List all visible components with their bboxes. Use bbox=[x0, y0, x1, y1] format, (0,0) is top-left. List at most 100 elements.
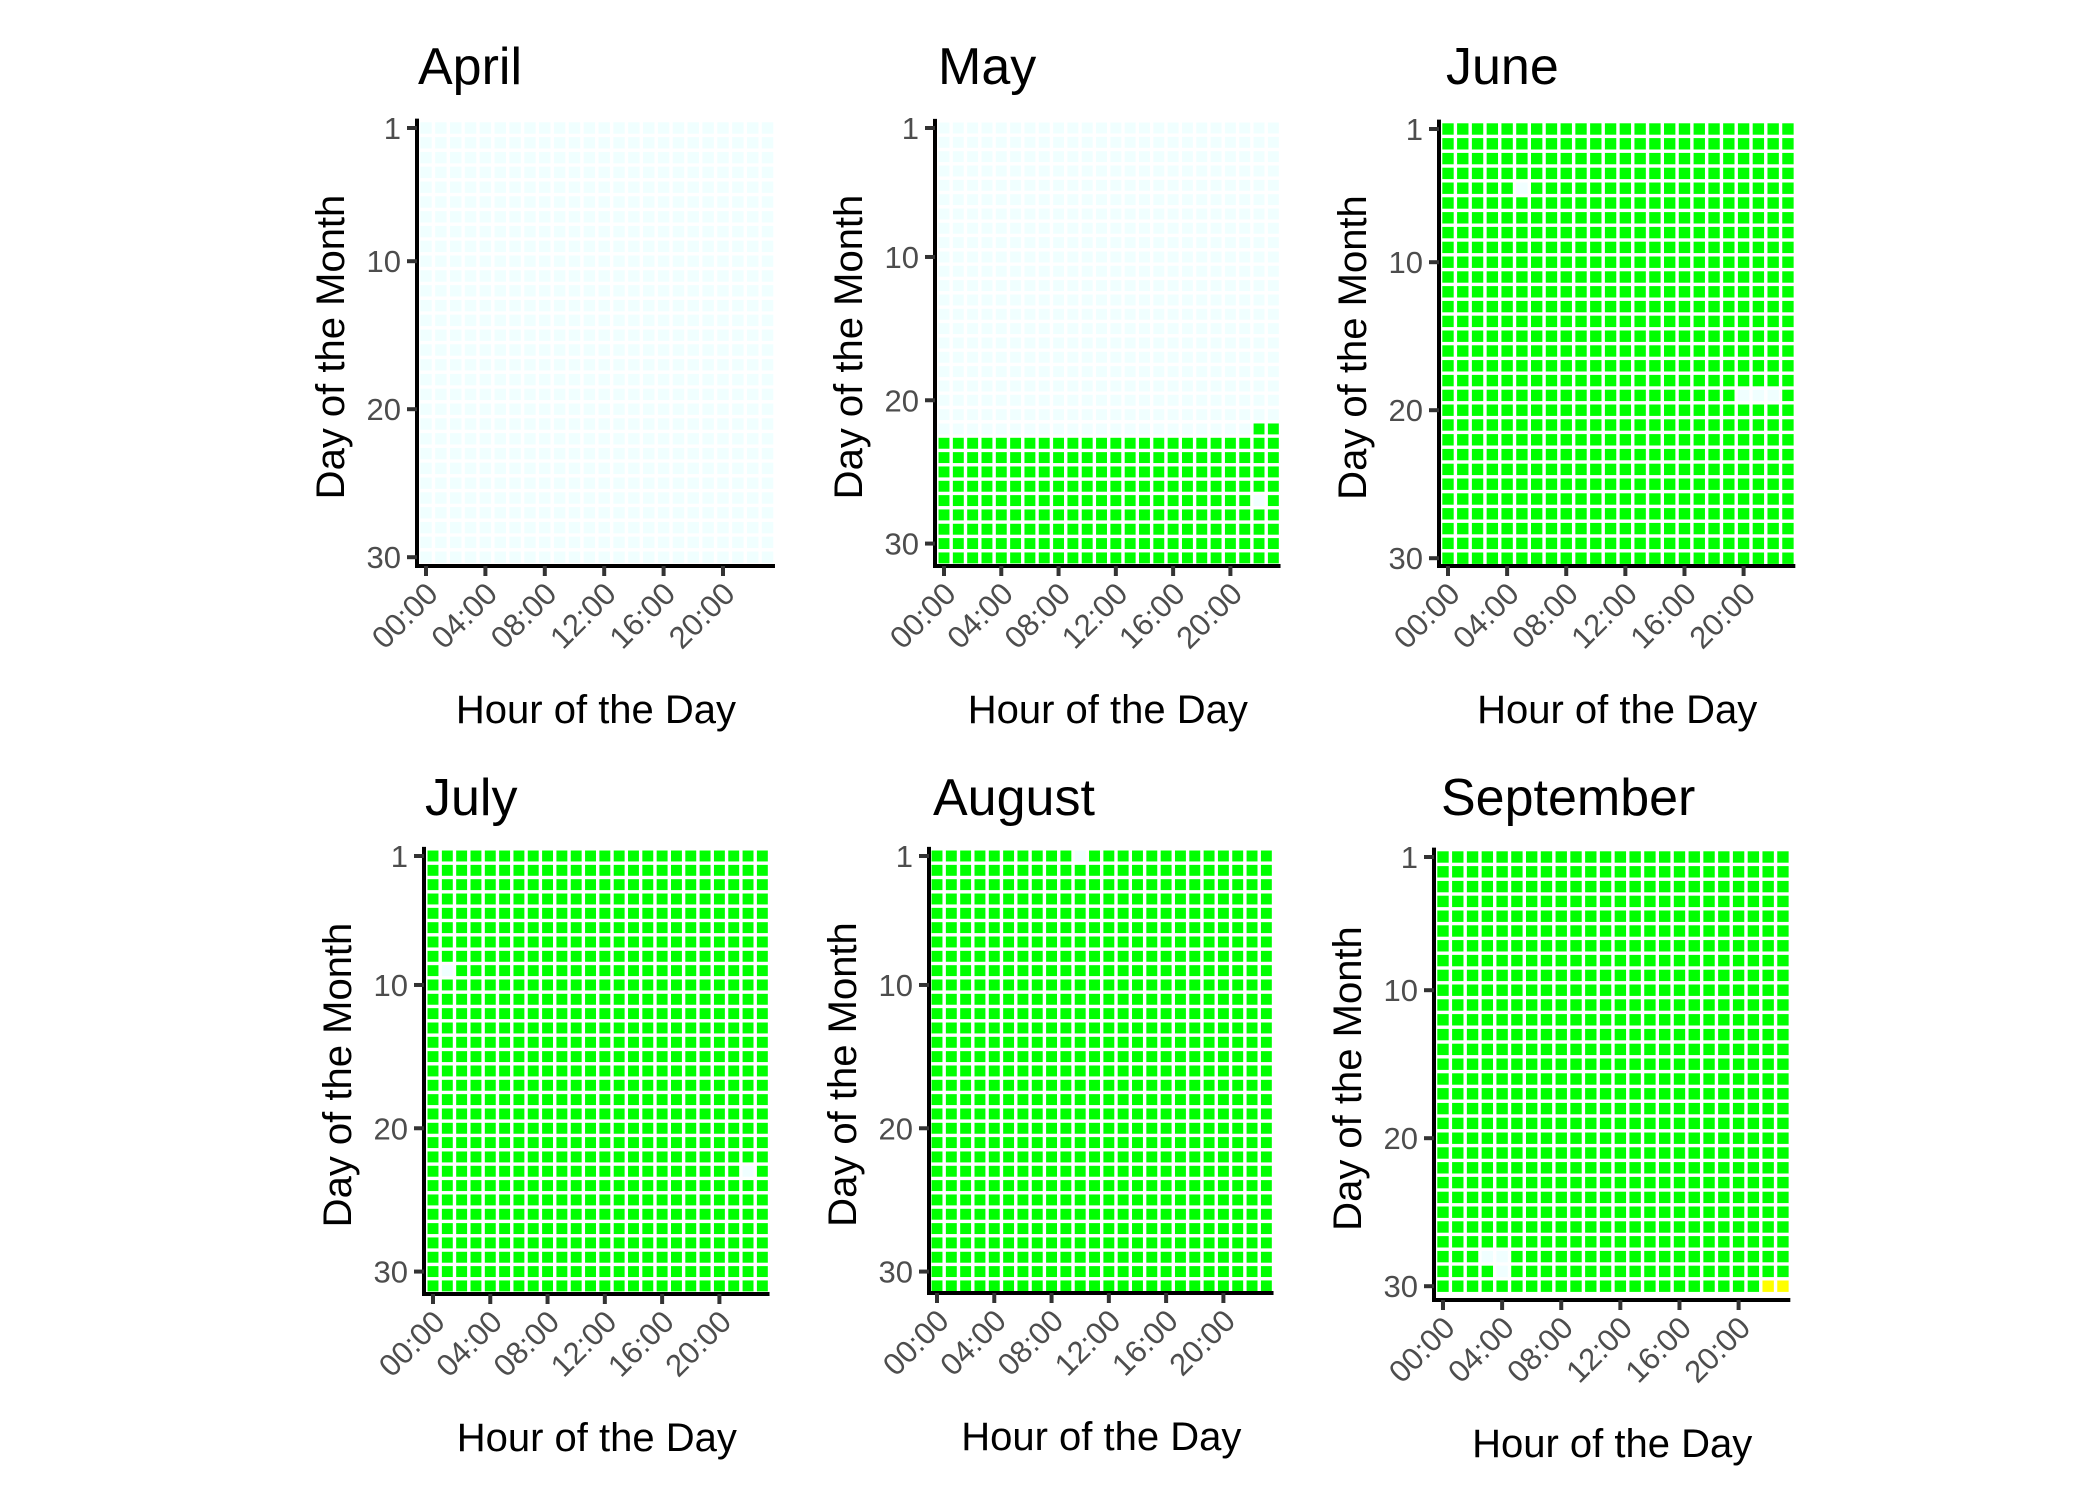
heatmap-cell bbox=[1481, 940, 1494, 952]
heatmap-cell bbox=[960, 879, 972, 891]
heatmap-cell bbox=[1224, 409, 1236, 421]
heatmap-cell bbox=[1590, 300, 1602, 313]
heatmap-cell bbox=[1160, 1237, 1172, 1249]
heatmap-cell bbox=[1540, 1221, 1553, 1233]
heatmap-cell bbox=[1139, 122, 1150, 134]
heatmap-cell bbox=[484, 1137, 496, 1149]
heatmap-cell bbox=[1003, 922, 1015, 934]
heatmap-cell bbox=[1570, 1250, 1582, 1263]
heatmap-cell bbox=[746, 196, 759, 208]
heatmap-cell bbox=[1723, 389, 1735, 402]
heatmap-cell bbox=[952, 222, 964, 234]
heatmap-cell bbox=[1457, 123, 1469, 135]
heatmap-cell bbox=[1673, 880, 1686, 893]
heatmap-cell bbox=[1560, 434, 1572, 446]
heatmap-cell bbox=[1782, 374, 1794, 387]
heatmap-cell bbox=[527, 1051, 539, 1063]
heatmap-cell bbox=[945, 1065, 957, 1077]
heatmap-cell bbox=[713, 1137, 725, 1149]
heatmap-cell bbox=[435, 270, 447, 282]
heatmap-cell bbox=[1634, 360, 1646, 372]
heatmap-cell bbox=[1545, 448, 1558, 461]
heatmap-cell bbox=[1239, 151, 1251, 163]
heatmap-cell bbox=[1752, 419, 1765, 431]
heatmap-cell bbox=[761, 359, 774, 371]
heatmap-cell bbox=[945, 1108, 957, 1120]
heatmap-cell bbox=[1232, 907, 1244, 919]
heatmap-cell bbox=[509, 122, 521, 134]
heatmap-cell bbox=[1688, 1028, 1700, 1041]
heatmap-cell bbox=[628, 1094, 639, 1106]
heatmap-cell bbox=[1644, 1117, 1656, 1130]
heatmap-cell bbox=[1732, 1073, 1745, 1085]
heatmap-cell bbox=[1693, 167, 1705, 180]
heatmap-cell bbox=[1010, 308, 1022, 320]
heatmap-cell bbox=[1096, 194, 1107, 206]
heatmap-cell bbox=[1673, 1088, 1686, 1100]
heatmap-cell bbox=[1496, 880, 1508, 893]
heatmap-cell bbox=[449, 551, 462, 563]
heatmap-cell bbox=[1224, 280, 1236, 292]
heatmap-cell bbox=[420, 151, 432, 164]
heatmap-cell bbox=[1174, 1137, 1186, 1149]
heatmap-cell bbox=[441, 936, 453, 948]
heatmap-cell bbox=[570, 965, 582, 977]
heatmap-cell bbox=[1160, 907, 1172, 919]
heatmap-cell bbox=[1673, 1221, 1686, 1233]
heatmap-cell bbox=[1737, 448, 1750, 461]
heatmap-cell bbox=[1239, 237, 1251, 249]
heatmap-cell bbox=[1659, 910, 1671, 922]
heatmap-cell bbox=[1010, 538, 1022, 550]
heatmap-cell bbox=[713, 965, 725, 977]
heatmap-cell bbox=[1496, 1043, 1508, 1056]
heatmap-cell bbox=[1031, 1266, 1043, 1278]
heatmap-cell bbox=[1664, 374, 1676, 387]
heatmap-cell bbox=[1693, 241, 1705, 254]
heatmap-cell bbox=[1103, 1094, 1115, 1106]
heatmap-cell bbox=[702, 211, 714, 223]
heatmap-cell bbox=[1081, 265, 1093, 277]
heatmap-cell bbox=[1457, 463, 1469, 476]
heatmap-cell bbox=[1096, 151, 1107, 163]
heatmap-cell bbox=[1570, 1191, 1582, 1204]
heatmap-cell bbox=[643, 477, 655, 489]
heatmap-cell bbox=[1585, 1073, 1597, 1085]
heatmap-cell bbox=[1174, 1280, 1186, 1292]
heatmap-cell bbox=[527, 936, 539, 948]
heatmap-cell bbox=[509, 181, 521, 193]
y-tick-label: 30 bbox=[374, 1255, 408, 1290]
heatmap-cell bbox=[449, 507, 462, 519]
heatmap-cell bbox=[1081, 122, 1093, 134]
heatmap-cell bbox=[524, 373, 536, 386]
heatmap-cell bbox=[1031, 1008, 1043, 1020]
heatmap-cell bbox=[1017, 1251, 1029, 1263]
heatmap-cell bbox=[470, 1036, 482, 1048]
heatmap-cell bbox=[1232, 1194, 1244, 1206]
heatmap-cell bbox=[1117, 1008, 1129, 1020]
heatmap-cell bbox=[1481, 1117, 1494, 1130]
heatmap-cell bbox=[524, 122, 536, 134]
heatmap-cell bbox=[585, 950, 596, 962]
heatmap-cell bbox=[1545, 389, 1558, 402]
heatmap-cell bbox=[981, 308, 993, 320]
heatmap-cell bbox=[539, 166, 551, 179]
heatmap-cell bbox=[1560, 300, 1572, 313]
x-tick-label: 12:00 bbox=[1559, 1310, 1639, 1390]
heatmap-cell bbox=[1575, 448, 1587, 461]
heatmap-cell bbox=[1189, 1194, 1201, 1206]
heatmap-cell bbox=[527, 850, 539, 862]
heatmap-cell bbox=[1038, 480, 1050, 492]
heatmap-cell bbox=[1167, 323, 1179, 335]
panel-may: May110203000:0004:0008:0012:0016:0020:00… bbox=[827, 38, 1281, 732]
heatmap-cell bbox=[1732, 999, 1745, 1011]
heatmap-cell bbox=[1210, 122, 1222, 134]
heatmap-cell bbox=[1466, 1236, 1479, 1248]
heatmap-cell bbox=[1457, 152, 1469, 165]
heatmap-cell bbox=[1545, 167, 1558, 180]
heatmap-cell bbox=[1038, 495, 1050, 507]
heatmap-cell bbox=[945, 879, 957, 891]
heatmap-cell bbox=[656, 1036, 668, 1048]
heatmap-cell bbox=[1737, 404, 1750, 416]
heatmap-cell bbox=[945, 893, 957, 905]
y-tick-label: 20 bbox=[1389, 393, 1423, 428]
